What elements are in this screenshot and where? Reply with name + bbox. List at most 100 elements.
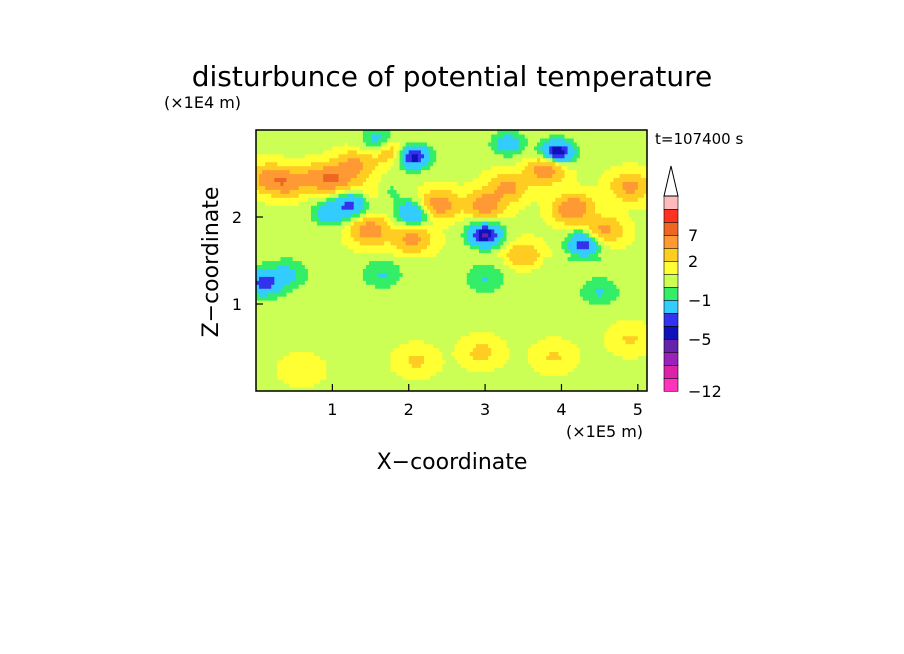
field-cell bbox=[454, 240, 459, 246]
field-cell bbox=[417, 185, 422, 190]
field-cell bbox=[329, 149, 333, 155]
field-cell bbox=[451, 213, 456, 218]
field-cell bbox=[289, 224, 294, 230]
field-cell bbox=[320, 220, 324, 226]
field-cell bbox=[259, 335, 263, 341]
field-cell bbox=[332, 157, 337, 163]
field-cell bbox=[304, 292, 309, 297]
field-cell bbox=[384, 280, 388, 285]
field-cell bbox=[454, 236, 459, 242]
field-cell bbox=[314, 193, 318, 198]
field-cell bbox=[485, 236, 489, 242]
field-cell bbox=[362, 307, 367, 313]
field-cell bbox=[424, 217, 428, 222]
field-cell bbox=[365, 284, 370, 289]
field-cell bbox=[295, 323, 300, 329]
field-cell bbox=[369, 272, 373, 277]
field-cell bbox=[411, 149, 416, 155]
field-cell bbox=[411, 315, 416, 321]
field-cell bbox=[463, 363, 468, 368]
field-cell bbox=[414, 161, 419, 167]
field-cell bbox=[326, 193, 330, 198]
field-cell bbox=[448, 240, 453, 246]
field-cell bbox=[424, 264, 428, 269]
field-cell bbox=[457, 276, 462, 281]
field-cell bbox=[320, 197, 324, 202]
field-cell bbox=[478, 137, 483, 143]
field-cell bbox=[399, 228, 404, 234]
field-cell bbox=[353, 311, 358, 317]
field-cell bbox=[323, 201, 327, 206]
field-cell bbox=[256, 141, 260, 147]
field-cell bbox=[405, 209, 410, 214]
field-cell bbox=[262, 220, 266, 226]
field-cell bbox=[384, 288, 388, 293]
field-cell bbox=[353, 248, 358, 254]
field-cell bbox=[301, 276, 306, 281]
field-cell bbox=[485, 248, 489, 254]
field-cell bbox=[424, 292, 428, 297]
field-cell bbox=[259, 130, 263, 135]
field-cell bbox=[457, 343, 462, 349]
field-cell bbox=[393, 315, 398, 321]
field-cell bbox=[482, 177, 486, 182]
field-cell bbox=[259, 307, 263, 313]
field-cell bbox=[375, 169, 379, 175]
field-cell bbox=[408, 197, 413, 202]
field-cell bbox=[436, 133, 440, 139]
field-cell bbox=[448, 137, 453, 143]
field-cell bbox=[256, 311, 260, 317]
field-cell bbox=[381, 292, 385, 297]
field-cell bbox=[396, 379, 401, 384]
field-cell bbox=[292, 145, 297, 151]
field-cell bbox=[353, 197, 358, 202]
field-cell bbox=[289, 292, 294, 297]
field-cell bbox=[454, 177, 459, 182]
field-cell bbox=[320, 137, 324, 143]
field-cell bbox=[451, 280, 456, 285]
field-cell bbox=[274, 327, 278, 333]
field-cell bbox=[390, 161, 395, 167]
field-cell bbox=[427, 304, 431, 309]
field-cell bbox=[378, 217, 382, 222]
field-cell bbox=[271, 224, 275, 230]
field-cell bbox=[478, 347, 483, 353]
field-cell bbox=[341, 205, 346, 210]
field-cell bbox=[384, 351, 388, 356]
field-cell bbox=[448, 347, 453, 353]
field-cell bbox=[405, 161, 410, 167]
field-cell bbox=[387, 232, 391, 238]
field-cell bbox=[310, 307, 315, 313]
field-cell bbox=[408, 177, 413, 182]
field-cell bbox=[430, 197, 434, 202]
field-cell bbox=[445, 209, 450, 214]
field-cell bbox=[427, 367, 431, 372]
field-cell bbox=[451, 181, 456, 186]
field-cell bbox=[430, 141, 434, 147]
field-cell bbox=[335, 209, 340, 214]
field-cell bbox=[448, 307, 453, 313]
field-cell bbox=[323, 292, 327, 297]
field-cell bbox=[457, 300, 462, 305]
field-cell bbox=[298, 165, 303, 171]
field-cell bbox=[350, 300, 355, 305]
field-cell bbox=[451, 347, 456, 353]
field-cell bbox=[396, 319, 401, 325]
field-cell bbox=[451, 240, 456, 246]
field-cell bbox=[424, 244, 428, 250]
field-cell bbox=[335, 260, 340, 266]
field-cell bbox=[262, 149, 266, 155]
field-cell bbox=[478, 236, 483, 242]
field-cell bbox=[469, 260, 474, 266]
field-cell bbox=[323, 304, 327, 309]
field-cell bbox=[350, 315, 355, 321]
field-cell bbox=[256, 280, 260, 285]
field-cell bbox=[442, 209, 446, 214]
field-cell bbox=[457, 161, 462, 167]
field-cell bbox=[457, 264, 462, 269]
field-cell bbox=[372, 319, 376, 325]
field-cell bbox=[445, 363, 450, 368]
field-cell bbox=[402, 288, 407, 293]
field-cell bbox=[359, 224, 364, 230]
field-cell bbox=[475, 240, 480, 246]
